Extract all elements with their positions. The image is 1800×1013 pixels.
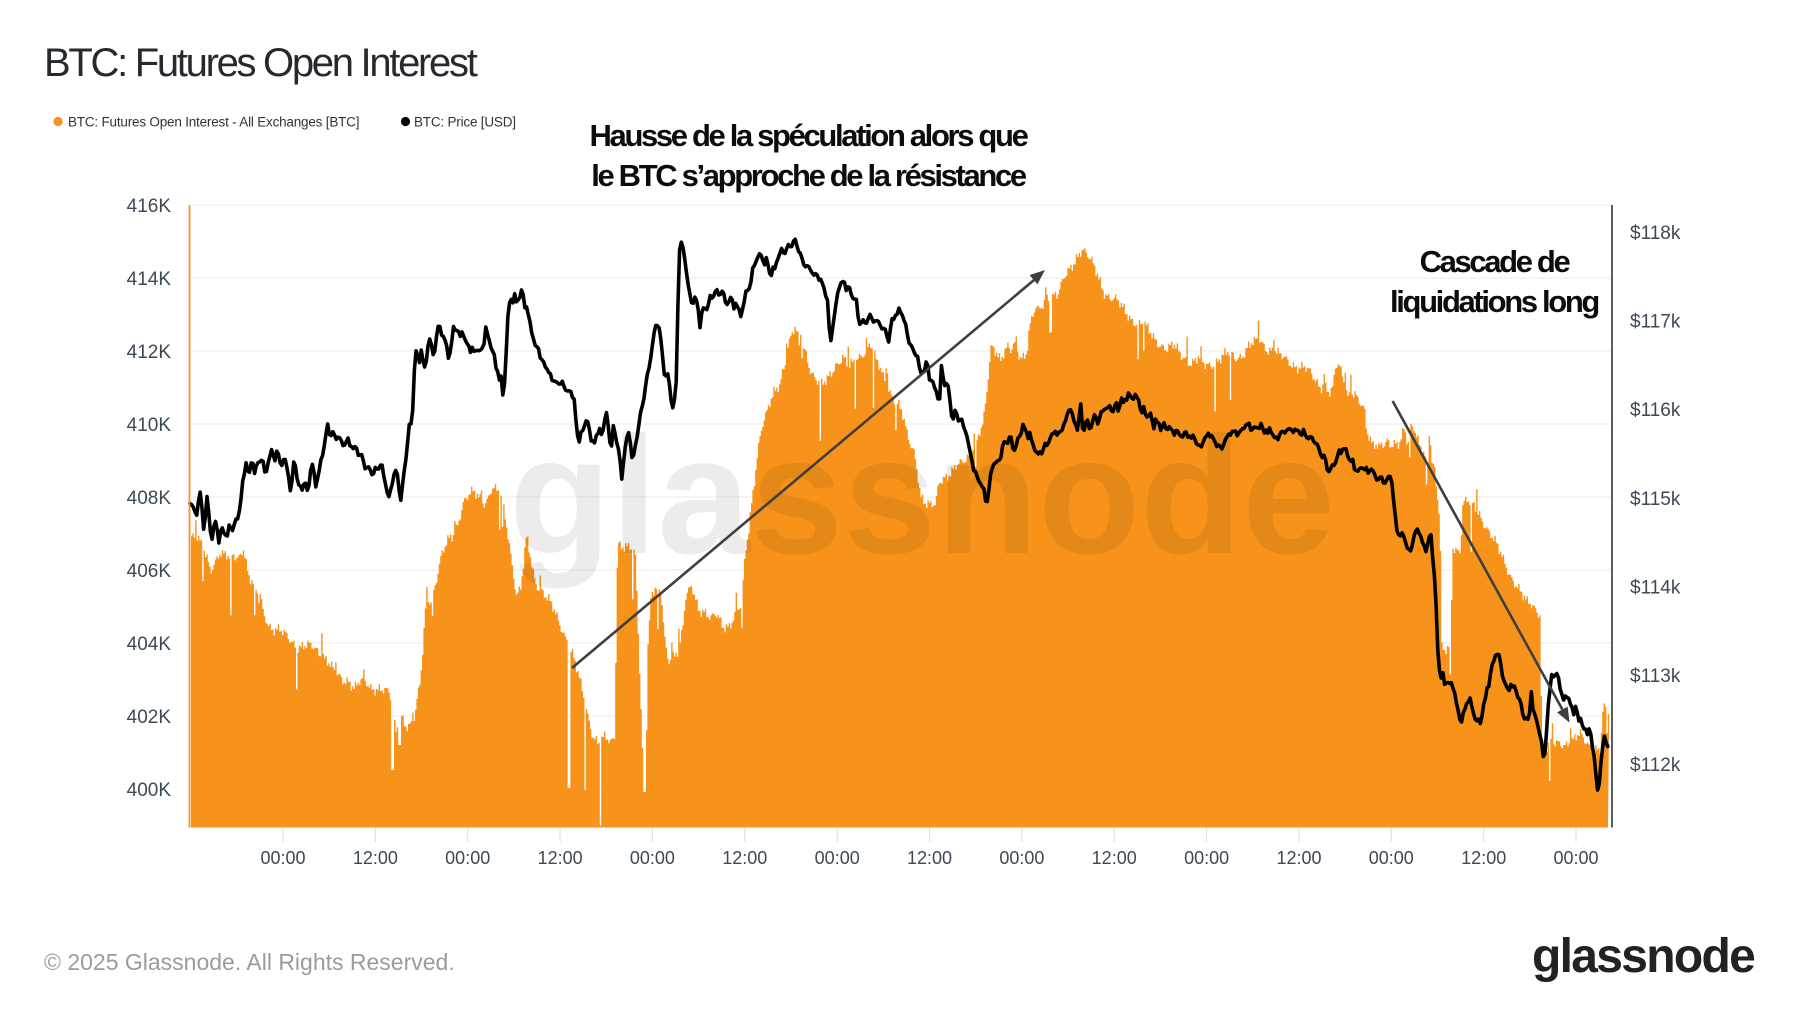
svg-text:00:00: 00:00	[1369, 848, 1414, 868]
svg-text:12:00: 12:00	[722, 848, 767, 868]
svg-text:$118k: $118k	[1630, 223, 1681, 244]
svg-text:$113k: $113k	[1630, 666, 1681, 687]
svg-text:408K: 408K	[127, 488, 172, 509]
svg-text:12:00: 12:00	[907, 848, 952, 868]
svg-text:410K: 410K	[127, 415, 172, 436]
svg-text:$114k: $114k	[1630, 578, 1681, 599]
svg-text:12:00: 12:00	[1276, 848, 1321, 868]
svg-text:glassnode: glassnode	[1532, 930, 1755, 983]
svg-text:400K: 400K	[127, 780, 172, 801]
svg-text:BTC: Futures Open Interest - A: BTC: Futures Open Interest - All Exchang…	[68, 115, 359, 130]
svg-text:12:00: 12:00	[1461, 848, 1506, 868]
svg-text:12:00: 12:00	[353, 848, 398, 868]
svg-text:12:00: 12:00	[1092, 848, 1137, 868]
svg-text:412K: 412K	[127, 342, 172, 363]
svg-text:00:00: 00:00	[815, 848, 860, 868]
svg-text:Cascade de: Cascade de	[1420, 244, 1571, 279]
svg-text:00:00: 00:00	[999, 848, 1044, 868]
svg-text:$117k: $117k	[1630, 312, 1681, 333]
svg-text:414K: 414K	[127, 269, 172, 290]
svg-text:00:00: 00:00	[445, 848, 490, 868]
svg-text:BTC: Price [USD]: BTC: Price [USD]	[414, 115, 516, 130]
svg-text:00:00: 00:00	[260, 848, 305, 868]
svg-text:le BTC s’approche de la résist: le BTC s’approche de la résistance	[591, 158, 1027, 193]
svg-text:416K: 416K	[127, 196, 172, 217]
svg-text:glassnode: glassnode	[509, 403, 1335, 589]
svg-text:BTC: Futures Open Interest: BTC: Futures Open Interest	[44, 41, 478, 85]
svg-text:00:00: 00:00	[1184, 848, 1229, 868]
svg-text:$115k: $115k	[1630, 489, 1681, 510]
svg-text:$112k: $112k	[1630, 755, 1681, 776]
svg-text:Hausse de la spéculation alors: Hausse de la spéculation alors que	[590, 118, 1029, 153]
svg-text:12:00: 12:00	[538, 848, 583, 868]
svg-text:$116k: $116k	[1630, 400, 1681, 421]
svg-text:404K: 404K	[127, 634, 172, 655]
svg-text:00:00: 00:00	[1553, 848, 1598, 868]
svg-text:402K: 402K	[127, 707, 172, 728]
svg-text:00:00: 00:00	[630, 848, 675, 868]
svg-text:liquidations long: liquidations long	[1390, 284, 1598, 319]
svg-text:406K: 406K	[127, 561, 172, 582]
svg-text:© 2025 Glassnode. All Rights R: © 2025 Glassnode. All Rights Reserved.	[44, 949, 455, 975]
